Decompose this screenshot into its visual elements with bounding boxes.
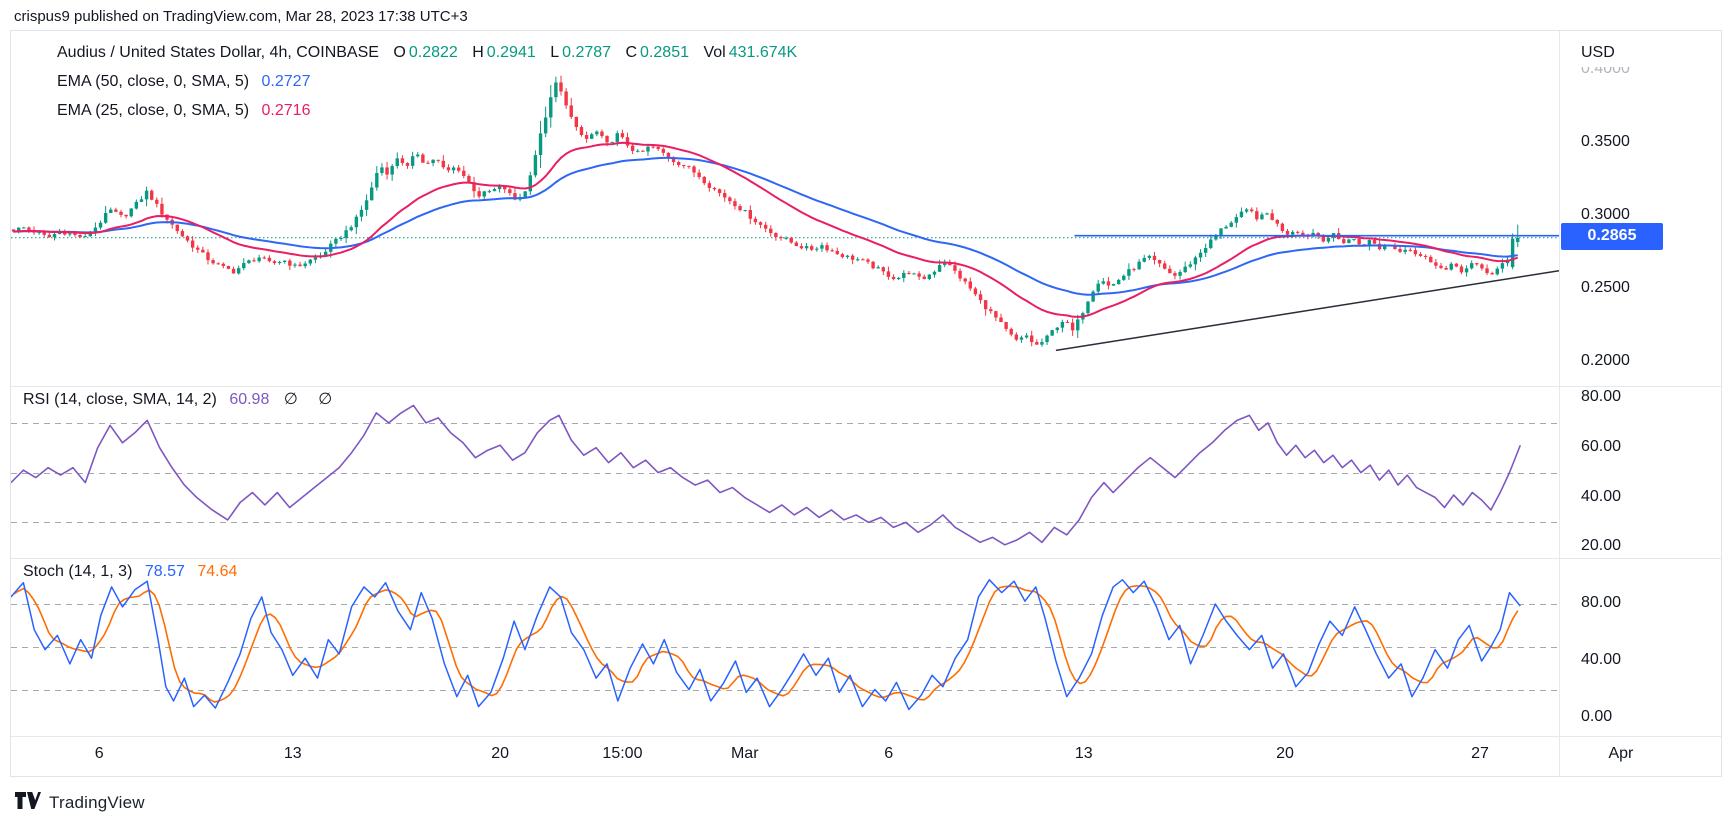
stoch-d-value: 74.64 xyxy=(197,563,238,580)
high-value: 0.2941 xyxy=(486,44,536,61)
stoch-chart-canvas[interactable] xyxy=(11,558,1559,736)
time-label: Mar xyxy=(730,745,759,762)
time-label: 15:00 xyxy=(602,745,643,762)
rsi-label: RSI (14, close, SMA, 14, 2) xyxy=(23,391,217,408)
price-tick-label: 0.4000 xyxy=(1581,59,1630,77)
time-label: 20 xyxy=(491,745,510,762)
ema50-label: EMA (50, close, 0, SMA, 5) xyxy=(57,73,250,90)
panel-divider-time-axis xyxy=(11,736,1721,737)
ema25-legend-row: EMA (25, close, 0, SMA, 5) 0.2716 xyxy=(57,101,797,130)
last-price-badge: 0.2865 xyxy=(1561,222,1663,250)
time-label: 27 xyxy=(1471,745,1489,762)
high-label: H xyxy=(472,44,484,61)
stoch-tick-label: 80.00 xyxy=(1581,594,1622,612)
time-label: 13 xyxy=(283,745,302,762)
price-chart-canvas[interactable] xyxy=(11,31,1559,386)
open-label: O xyxy=(393,44,406,61)
volume-label: Vol xyxy=(703,44,726,61)
publish-info: crispus9 published on TradingView.com, M… xyxy=(14,8,468,25)
low-value: 0.2787 xyxy=(562,44,612,61)
ema50-legend-row: EMA (50, close, 0, SMA, 5) 0.2727 xyxy=(57,72,797,101)
stoch-k-value: 78.57 xyxy=(144,563,185,580)
tradingview-logo-icon xyxy=(14,791,41,815)
rsi-tick-label: 40.00 xyxy=(1581,487,1622,505)
price-tick-label: 0.3000 xyxy=(1581,206,1630,224)
low-label: L xyxy=(550,44,560,61)
rsi-value: 60.98 xyxy=(229,391,270,408)
rsi-legend: RSI (14, close, SMA, 14, 2) 60.98 ∅ ∅ xyxy=(23,389,340,409)
time-axis[interactable]: 6 13 20 15:00 Mar 6 13 20 27 Apr xyxy=(11,736,1723,778)
symbol-title: Audius / United States Dollar, 4h, COINB… xyxy=(57,44,379,61)
price-tick-label: 0.2500 xyxy=(1581,279,1630,297)
price-tick-label: 0.2000 xyxy=(1581,352,1630,370)
panel-divider-rsi-stoch xyxy=(11,558,1721,559)
rsi-chart-canvas[interactable] xyxy=(11,386,1559,558)
tradingview-brand-text: TradingView xyxy=(49,793,145,812)
time-label: 6 xyxy=(884,745,894,762)
rsi-hidden-values: ∅ ∅ xyxy=(283,391,341,408)
main-legend: Audius / United States Dollar, 4h, COINB… xyxy=(57,43,797,130)
close-value: 0.2851 xyxy=(640,44,689,61)
rsi-tick-label: 20.00 xyxy=(1581,537,1622,555)
symbol-legend-row: Audius / United States Dollar, 4h, COINB… xyxy=(57,43,797,72)
footer: TradingView xyxy=(14,791,145,815)
stoch-legend: Stoch (14, 1, 3) 78.57 74.64 xyxy=(23,563,237,581)
time-label: Apr xyxy=(1608,745,1634,762)
price-scale-divider xyxy=(1559,31,1560,776)
time-label: 20 xyxy=(1276,745,1294,762)
open-value: 0.2822 xyxy=(408,44,458,61)
ema25-value: 0.2716 xyxy=(261,102,311,119)
rsi-tick-label: 60.00 xyxy=(1581,437,1622,455)
time-label: 13 xyxy=(1074,745,1093,762)
chart-widget: Audius / United States Dollar, 4h, COINB… xyxy=(10,30,1722,777)
ema50-value: 0.2727 xyxy=(261,73,311,90)
panel-divider-main-rsi xyxy=(11,386,1721,387)
rsi-tick-label: 80.00 xyxy=(1581,387,1622,405)
price-axis-currency: USD xyxy=(1581,44,1615,61)
ema25-label: EMA (25, close, 0, SMA, 5) xyxy=(57,102,250,119)
stoch-tick-label: 40.00 xyxy=(1581,651,1622,669)
time-label: 6 xyxy=(94,745,104,762)
price-tick-label: 0.3500 xyxy=(1581,133,1630,150)
volume-value: 431.674K xyxy=(728,44,798,61)
stoch-label: Stoch (14, 1, 3) xyxy=(23,563,133,580)
close-label: C xyxy=(625,44,638,61)
stoch-tick-label: 0.00 xyxy=(1581,708,1613,726)
